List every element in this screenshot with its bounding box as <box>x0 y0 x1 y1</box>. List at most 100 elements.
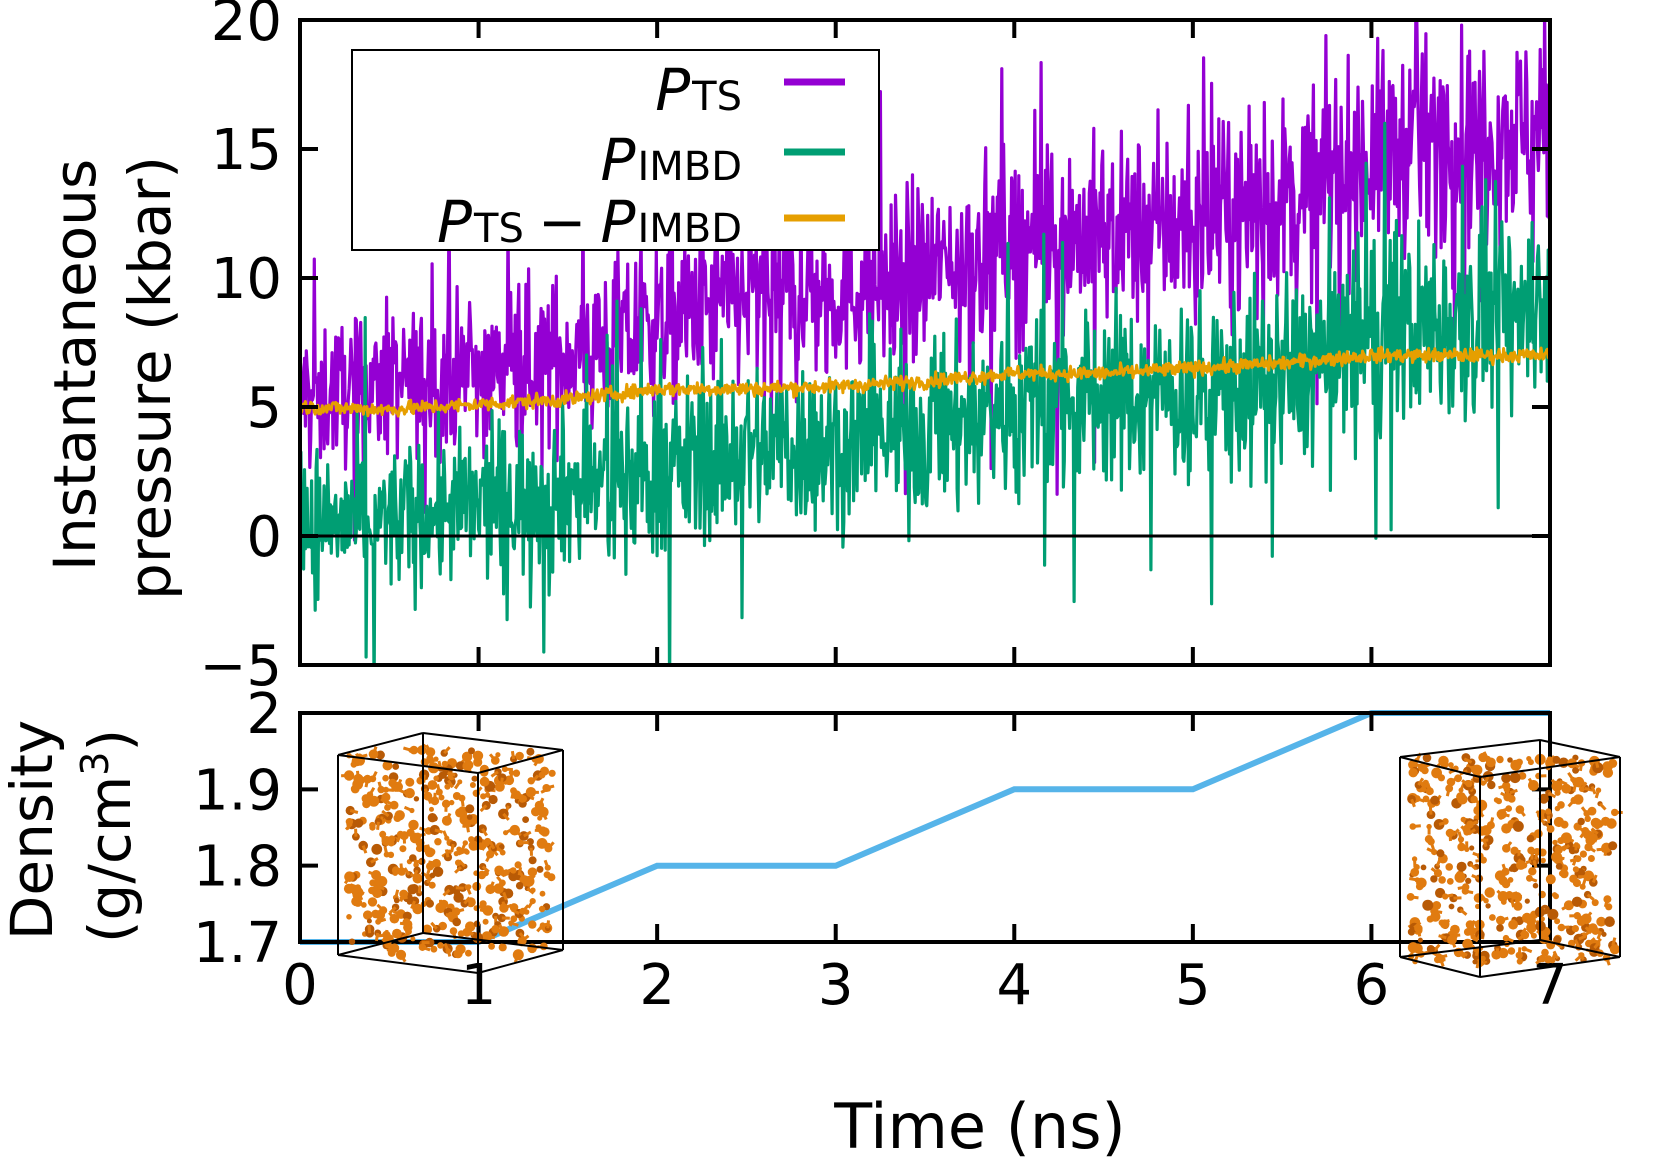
molecule-bond <box>426 865 432 875</box>
molecule-bond <box>386 800 395 807</box>
molecule-atom <box>1496 915 1506 925</box>
molecule-atom <box>1436 849 1445 858</box>
pressure-series-line-1 <box>300 121 1550 665</box>
molecule-atom <box>1527 759 1534 766</box>
molecule-atom <box>374 818 383 826</box>
molecule-bond <box>502 891 508 901</box>
molecule-bond <box>457 849 467 856</box>
molecule-bond <box>417 832 426 838</box>
molecule-atom <box>1568 939 1576 948</box>
molecule-atom <box>1508 919 1518 930</box>
molecule-bond <box>361 845 368 854</box>
molecule-atom <box>1553 935 1562 945</box>
molecule-bond <box>1535 957 1544 965</box>
molecule-atom <box>1526 834 1535 843</box>
molecule-atom <box>1512 820 1524 832</box>
box-edge <box>1479 756 1621 778</box>
molecule-bond <box>1439 958 1445 967</box>
molecule-atom <box>1450 924 1460 935</box>
molecule-bond <box>1505 789 1510 798</box>
molecule-bond <box>1457 885 1466 890</box>
molecule-bond <box>1550 952 1557 961</box>
molecule-bond <box>1596 930 1603 940</box>
box-edge <box>477 949 564 974</box>
molecule-atom <box>494 781 505 792</box>
molecule-bond <box>428 757 437 765</box>
molecule-atom <box>536 865 544 873</box>
molecule-bond <box>1498 784 1507 790</box>
box-edge <box>1399 756 1481 778</box>
molecule-atom <box>1494 944 1501 952</box>
molecule-bond <box>396 778 403 788</box>
molecule-atom <box>405 928 412 935</box>
molecule-bond <box>538 797 545 807</box>
molecule-atom <box>1551 892 1558 898</box>
molecule-atom <box>1557 801 1565 809</box>
molecule-bond <box>1482 838 1488 848</box>
molecule-bond <box>1448 832 1452 842</box>
molecule-bond <box>346 821 351 830</box>
box-edge <box>1399 739 1541 758</box>
molecule-atom <box>1515 758 1523 766</box>
molecule-bond <box>1611 937 1617 946</box>
molecule-atom <box>515 751 524 761</box>
molecule-bond <box>1441 919 1450 925</box>
molecule-atom <box>1557 923 1566 932</box>
molecule-atom <box>1480 955 1486 962</box>
molecule-atom <box>480 793 487 800</box>
molecule-bond <box>503 903 512 910</box>
molecule-atom <box>1437 774 1445 782</box>
molecule-bond <box>1594 789 1600 799</box>
molecule-atom <box>381 792 391 802</box>
molecule-atom <box>1557 837 1565 845</box>
molecule-bond <box>376 821 380 830</box>
molecule-atom <box>1420 786 1427 793</box>
molecule-atom <box>366 918 372 924</box>
molecule-bond <box>1410 798 1416 808</box>
molecule-atom <box>1448 903 1455 910</box>
pressure-series-line-2 <box>300 345 1550 418</box>
molecule-atom <box>465 804 475 814</box>
molecule-atom <box>1478 752 1488 763</box>
molecule-bond <box>1527 777 1535 787</box>
molecule-atom <box>455 761 466 771</box>
pressure-y-tick-label: 5 <box>246 376 282 441</box>
molecule-bond <box>376 903 385 912</box>
molecule-bond <box>444 849 450 858</box>
molecule-bond <box>428 860 437 865</box>
molecule-atom <box>1572 847 1580 854</box>
molecule-bond <box>357 891 364 901</box>
molecule-bond <box>1509 788 1518 795</box>
molecule-atom <box>468 840 479 851</box>
molecule-atom <box>548 769 556 777</box>
molecule-atom <box>1577 817 1585 826</box>
molecule-bond <box>486 935 496 940</box>
molecule-bond <box>377 917 387 924</box>
molecule-atom <box>491 925 500 934</box>
box-edge <box>422 732 564 751</box>
molecule-bond <box>546 784 555 790</box>
molecule-bond <box>1584 926 1593 935</box>
molecule-bond <box>1438 820 1448 826</box>
molecule-atom <box>1584 815 1591 822</box>
molecule-atom <box>354 818 364 828</box>
molecule-atom <box>1469 845 1475 851</box>
molecule-bond <box>533 758 541 767</box>
molecule-bond <box>1429 841 1435 850</box>
molecule-atom <box>530 887 536 893</box>
density-x-tick-label: 4 <box>996 953 1032 1018</box>
density-y-tick-label: 1.7 <box>193 911 282 976</box>
molecule-bond <box>1459 908 1468 916</box>
molecule-bond <box>368 870 377 877</box>
molecule-atom <box>457 930 465 938</box>
molecule-bond <box>1438 934 1447 940</box>
molecule-bond <box>349 883 359 889</box>
molecule-atom <box>1507 947 1516 955</box>
molecule-atom <box>466 814 473 820</box>
molecule-atom <box>1485 903 1491 909</box>
molecule-bond <box>1464 889 1474 895</box>
molecular-insets <box>337 732 1623 978</box>
density-ylabel-line1: Density <box>0 720 66 941</box>
molecule-atom <box>1552 839 1558 846</box>
molecule-bond <box>1416 797 1426 803</box>
